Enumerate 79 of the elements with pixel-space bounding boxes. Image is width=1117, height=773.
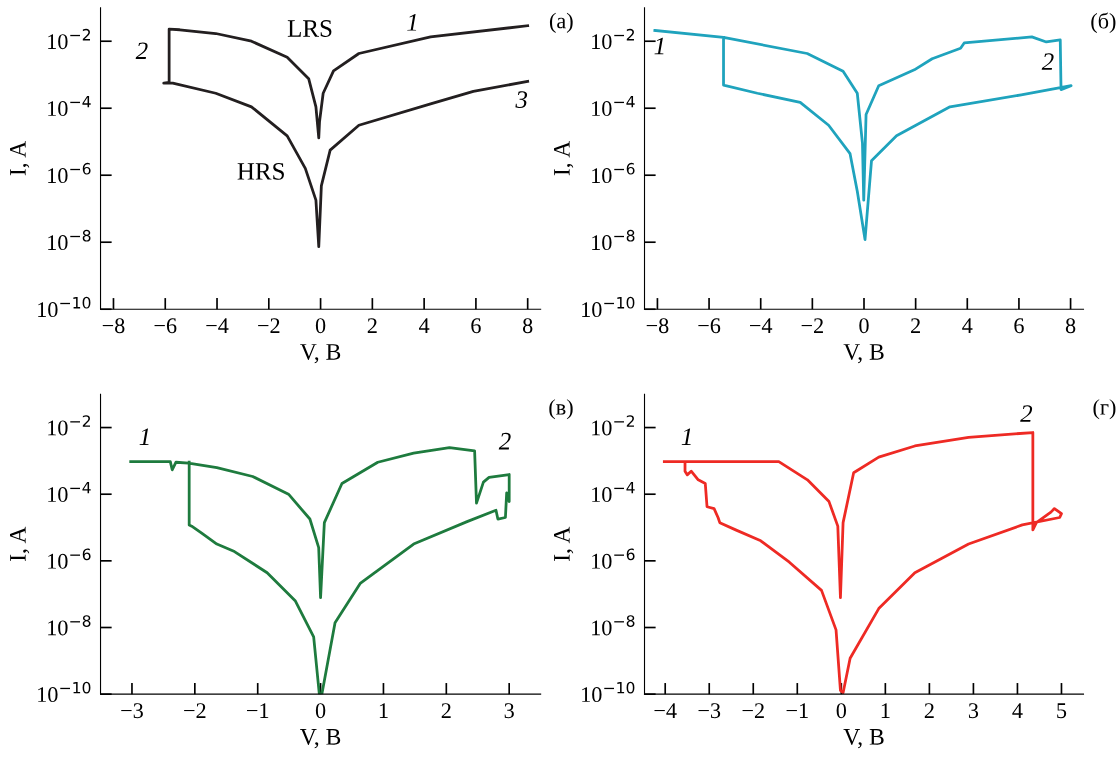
x-tick-label: 1 — [379, 703, 388, 718]
x-tick-label: 0 — [315, 703, 326, 719]
y-tick-label: 10$^{−8}$ — [48, 229, 91, 251]
chart-title: (б) — [1091, 12, 1116, 34]
x-tick-label: 8 — [1065, 318, 1076, 334]
x-axis-title: V, В — [300, 729, 341, 749]
annotation: LRS — [287, 20, 332, 37]
y-tick-label: 10$^{−4}$ — [48, 481, 91, 503]
annotation: 1 — [654, 37, 664, 55]
y-tick-label: 10$^{−6}$ — [48, 162, 91, 184]
x-tick-label: −1 — [786, 703, 808, 718]
y-tick-label: 10$^{−10}$ — [582, 681, 635, 703]
x-tick-label: 0 — [859, 318, 869, 334]
x-tick-label: 2 — [924, 703, 934, 718]
y-tick-label: 10$^{−8}$ — [592, 615, 635, 636]
chart-title: (в) — [549, 399, 573, 420]
y-tick-label: 10$^{−6}$ — [592, 548, 635, 569]
x-tick-label: 2 — [911, 318, 920, 333]
x-tick-label: −4 — [206, 318, 229, 333]
y-tick-label: 10$^{−10}$ — [38, 296, 91, 318]
x-tick-label: 2 — [441, 703, 451, 718]
annotation: 1 — [681, 428, 691, 445]
y-tick-label: 10$^{−2}$ — [592, 415, 634, 436]
x-tick-label: 2 — [367, 318, 377, 333]
x-tick-label: −4 — [750, 318, 773, 333]
x-tick-label: 0 — [315, 318, 326, 334]
x-tick-label: 4 — [962, 318, 973, 333]
x-tick-label: 6 — [471, 318, 481, 334]
x-tick-label: −8 — [102, 318, 125, 334]
y-axis-title: I, A — [554, 140, 574, 176]
x-tick-label: −8 — [646, 318, 669, 334]
chart-title: (г) — [1093, 399, 1116, 420]
x-tick-label: 1 — [881, 703, 890, 718]
y-tick-label: 10$^{−2}$ — [48, 28, 90, 50]
y-tick-label: 10$^{−6}$ — [592, 162, 635, 184]
x-axis-title: V, В — [843, 344, 884, 364]
y-axis-title: I, A — [554, 526, 574, 562]
y-tick-label: 10$^{−10}$ — [38, 681, 91, 703]
x-tick-label: −2 — [742, 703, 764, 718]
x-tick-label: −3 — [698, 703, 721, 719]
x-tick-label: 3 — [968, 703, 979, 719]
annotation: 2 — [498, 432, 511, 450]
y-tick-label: 10$^{−8}$ — [48, 615, 91, 636]
x-tick-label: 3 — [504, 703, 514, 719]
x-tick-label: 8 — [522, 318, 533, 334]
y-axis-title: I, A — [10, 526, 30, 562]
x-tick-label: −2 — [258, 318, 280, 333]
annotation: HRS — [237, 163, 284, 180]
y-axis-title: I, A — [10, 140, 30, 176]
x-tick-label: 0 — [836, 703, 847, 719]
y-tick-label: 10$^{−4}$ — [592, 95, 635, 117]
x-tick-label: 4 — [1012, 703, 1023, 718]
x-tick-label: −4 — [654, 703, 677, 718]
y-tick-label: 10$^{−2}$ — [48, 415, 90, 436]
x-tick-label: 4 — [419, 318, 430, 333]
annotation: 1 — [139, 428, 149, 445]
y-tick-label: 10$^{−8}$ — [592, 229, 635, 251]
x-tick-label: 6 — [1014, 318, 1024, 334]
annotation: 3 — [515, 91, 528, 109]
x-tick-label: −2 — [801, 318, 823, 333]
x-tick-label: −2 — [184, 703, 206, 718]
annotation: 1 — [407, 14, 417, 31]
annotation: 2 — [1020, 405, 1033, 422]
x-tick-label: −6 — [698, 318, 721, 334]
y-tick-label: 10$^{−10}$ — [582, 296, 635, 318]
y-tick-label: 10$^{−2}$ — [592, 28, 634, 50]
x-tick-label: −1 — [246, 703, 269, 718]
x-tick-label: −6 — [154, 318, 177, 334]
x-tick-label: −3 — [121, 703, 143, 719]
x-tick-label: 5 — [1057, 703, 1067, 719]
y-tick-label: 10$^{−4}$ — [48, 95, 91, 117]
y-tick-label: 10$^{−4}$ — [592, 481, 635, 503]
line-series — [653, 29, 1073, 241]
annotation: 2 — [1041, 53, 1054, 70]
x-axis-title: V, В — [300, 344, 341, 364]
x-axis-title: V, В — [843, 729, 884, 749]
y-tick-label: 10$^{−6}$ — [48, 548, 91, 569]
annotation: 2 — [135, 42, 148, 59]
chart-title: (а) — [549, 12, 573, 33]
